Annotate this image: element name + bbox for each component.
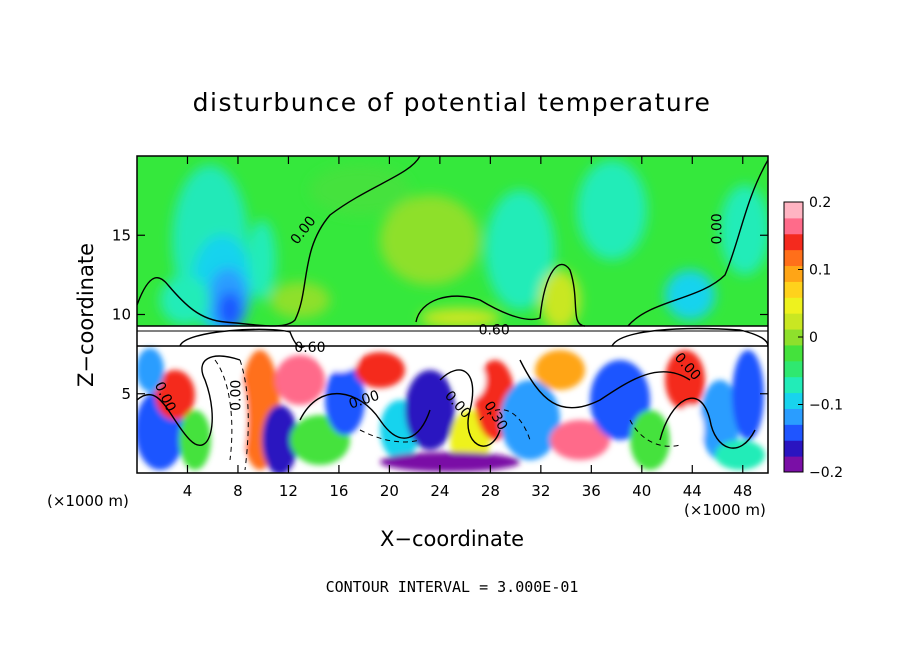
x-tick-label: 16 bbox=[329, 482, 348, 500]
x-axis: 4 8 12 16 20 24 28 32 36 40 44 48 bbox=[183, 156, 752, 500]
x-tick-label: 32 bbox=[531, 482, 550, 500]
contour-label: 0.60 bbox=[294, 340, 325, 356]
colorbar-segment bbox=[784, 344, 803, 362]
y-axis: 5 10 15 bbox=[112, 226, 768, 403]
contour-label: 0.00 bbox=[710, 213, 726, 244]
colorbar-segment bbox=[784, 313, 803, 330]
x-tick-label: 36 bbox=[582, 482, 601, 500]
x-tick-label: 8 bbox=[233, 482, 243, 500]
upper-layer-blobs bbox=[160, 160, 768, 335]
x-tick-label: 12 bbox=[279, 482, 298, 500]
colorbar-segment bbox=[784, 329, 803, 346]
colorbar-segment bbox=[784, 202, 803, 219]
x-tick-label: 28 bbox=[481, 482, 500, 500]
colorbar-ticks: 0.2 0.1 0 −0.1 −0.2 bbox=[798, 195, 843, 481]
colorbar-tick-label: −0.1 bbox=[809, 398, 843, 414]
contour-lines bbox=[137, 156, 768, 449]
heatmap-field: 0.00 0.000.600.600.000.000.00 0.00 0.300.00 bbox=[137, 156, 768, 473]
colorbar-segment bbox=[784, 440, 803, 457]
x-tick-label: 44 bbox=[683, 482, 702, 500]
colorbar-segment bbox=[784, 233, 803, 251]
colorbar-segment bbox=[784, 456, 803, 473]
contour-interval-note: CONTOUR INTERVAL = 3.000E-01 bbox=[326, 578, 579, 596]
colorbar-segment bbox=[784, 249, 803, 267]
colorbar-segment bbox=[784, 297, 803, 314]
contour-lines-dashed bbox=[214, 359, 681, 471]
colorbar-segment bbox=[784, 217, 803, 235]
chart-title: disturbunce of potential temperature bbox=[193, 88, 712, 117]
y-tick-label: 15 bbox=[112, 226, 131, 244]
colorbar-tick-label: −0.2 bbox=[809, 465, 843, 481]
x-tick-label: 40 bbox=[632, 482, 651, 500]
colorbar-segment bbox=[784, 376, 803, 394]
y-axis-label: Z−coordinate bbox=[74, 243, 98, 387]
colorbar-segment bbox=[784, 424, 803, 441]
contour-label: 0.00 bbox=[229, 380, 245, 411]
x-tick-label: 20 bbox=[380, 482, 399, 500]
colorbar-segment bbox=[784, 281, 803, 298]
y-tick-label: 10 bbox=[112, 306, 131, 324]
colorbar-tick-label: 0 bbox=[809, 330, 818, 346]
colorbar-tick-label: 0.1 bbox=[809, 263, 831, 279]
colorbar-tick-label: 0.2 bbox=[809, 195, 831, 211]
y-tick-label: 5 bbox=[121, 385, 131, 403]
lower-layer-eddies bbox=[137, 348, 765, 473]
colorbar-segment bbox=[784, 392, 803, 409]
z-unit-note: (×1000 m) bbox=[47, 492, 129, 510]
x-axis-label: X−coordinate bbox=[380, 527, 524, 551]
colorbar-segment bbox=[784, 408, 803, 425]
x-tick-label: 48 bbox=[733, 482, 752, 500]
colorbar-segment bbox=[784, 265, 803, 282]
x-tick-label: 4 bbox=[183, 482, 193, 500]
x-unit-note: (×1000 m) bbox=[684, 501, 766, 519]
contour-label: 0.60 bbox=[479, 322, 510, 338]
x-tick-label: 24 bbox=[430, 482, 449, 500]
colorbar-segment bbox=[784, 360, 803, 378]
colorbar bbox=[784, 202, 803, 473]
